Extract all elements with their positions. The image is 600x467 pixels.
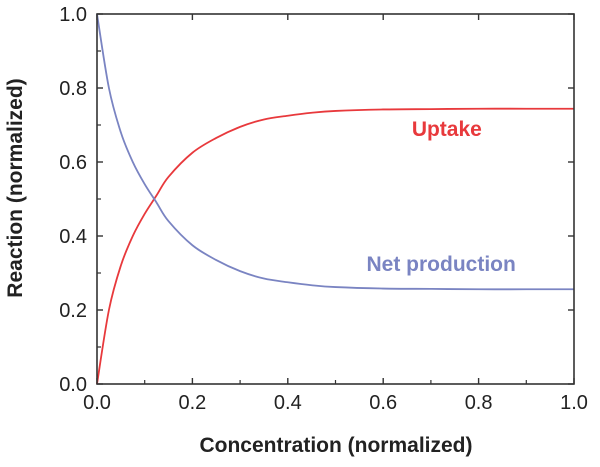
- series-label-group: Uptake Net production: [367, 118, 516, 276]
- x-tick-label: 1.0: [560, 392, 588, 414]
- x-tick-label: 0.4: [274, 392, 302, 414]
- y-tick-label: 0.2: [59, 300, 87, 322]
- x-tick-label: 0.6: [369, 392, 397, 414]
- y-axis-title-group: Reaction (normalized): [4, 78, 27, 297]
- x-axis-title: Concentration (normalized): [199, 434, 472, 457]
- x-tick-label: 0.0: [83, 392, 111, 414]
- series-line-uptake: [96, 107, 574, 385]
- series-group: [96, 13, 574, 385]
- plot-frame: [96, 13, 575, 385]
- tick-group: 0.0 0.2 0.4 0.6 0.8 1.0 0.0 0.2 0.4 0.6 0.8 1.0: [59, 4, 588, 414]
- y-tick-label: 1.0: [59, 4, 87, 26]
- x-tick-label: 0.2: [178, 392, 206, 414]
- series-label-uptake: Uptake: [412, 118, 482, 141]
- x-tick-label: 0.8: [465, 392, 493, 414]
- y-axis-title: Reaction (normalized): [4, 78, 27, 297]
- y-tick-label: 0.6: [59, 152, 87, 174]
- y-tick-label: 0.4: [59, 226, 87, 248]
- series-line-net-production: [96, 13, 574, 291]
- y-tick-label: 0.0: [59, 374, 87, 396]
- y-tick-label: 0.8: [59, 78, 87, 100]
- series-label-net-production: Net production: [367, 253, 516, 276]
